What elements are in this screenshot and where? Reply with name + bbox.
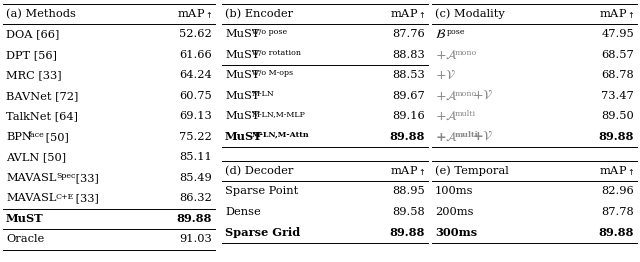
Text: face: face [28, 131, 45, 139]
Text: +$\mathcal{V}$: +$\mathcal{V}$ [472, 89, 493, 102]
Text: AVLN [50]: AVLN [50] [6, 152, 66, 162]
Text: 61.66: 61.66 [179, 50, 212, 60]
Text: (b) Encoder: (b) Encoder [225, 9, 293, 19]
Text: mAP$_\uparrow$: mAP$_\uparrow$ [177, 7, 212, 21]
Text: mono: mono [455, 90, 477, 98]
Text: M-LN,M-Attn: M-LN,M-Attn [252, 131, 310, 139]
Text: w/o pose: w/o pose [252, 29, 287, 36]
Text: 52.62: 52.62 [179, 29, 212, 39]
Text: mAP$_\uparrow$: mAP$_\uparrow$ [390, 164, 425, 178]
Text: 87.78: 87.78 [601, 207, 634, 217]
Text: 85.11: 85.11 [179, 152, 212, 162]
Text: BAVNet [72]: BAVNet [72] [6, 91, 78, 101]
Text: 85.49: 85.49 [179, 173, 212, 183]
Text: 88.83: 88.83 [392, 50, 425, 60]
Text: mAP$_\uparrow$: mAP$_\uparrow$ [390, 7, 425, 21]
Text: Sparse Grid: Sparse Grid [225, 227, 300, 238]
Text: mAP$_\uparrow$: mAP$_\uparrow$ [598, 7, 634, 21]
Text: 89.88: 89.88 [390, 131, 425, 142]
Text: 60.75: 60.75 [179, 91, 212, 101]
Text: Dense: Dense [225, 207, 260, 217]
Text: M-LN,M-MLP: M-LN,M-MLP [252, 111, 306, 118]
Text: MAVASL: MAVASL [6, 173, 56, 183]
Text: MuST: MuST [6, 213, 44, 224]
Text: 300ms: 300ms [435, 227, 477, 238]
Text: MuST: MuST [225, 91, 259, 101]
Text: 100ms: 100ms [435, 186, 474, 196]
Text: 86.32: 86.32 [179, 193, 212, 203]
Text: 89.88: 89.88 [598, 227, 634, 238]
Text: +$\mathcal{A}$: +$\mathcal{A}$ [435, 89, 458, 102]
Text: 88.53: 88.53 [392, 70, 425, 80]
Text: Oracle: Oracle [6, 234, 44, 244]
Text: MuST: MuST [225, 131, 262, 142]
Text: 89.88: 89.88 [390, 227, 425, 238]
Text: $\mathcal{B}$: $\mathcal{B}$ [435, 28, 446, 41]
Text: M-LN: M-LN [252, 90, 275, 98]
Text: mAP$_\uparrow$: mAP$_\uparrow$ [598, 164, 634, 178]
Text: multi: multi [455, 111, 476, 118]
Text: (c) Modality: (c) Modality [435, 9, 505, 19]
Text: 87.76: 87.76 [392, 29, 425, 39]
Text: w/o M-ops: w/o M-ops [252, 69, 293, 78]
Text: 89.88: 89.88 [598, 131, 634, 142]
Text: [33]: [33] [72, 173, 99, 183]
Text: Spec: Spec [56, 172, 76, 180]
Text: DPT [56]: DPT [56] [6, 50, 57, 60]
Text: 89.50: 89.50 [601, 111, 634, 121]
Text: w/o rotation: w/o rotation [252, 49, 301, 57]
Text: 91.03: 91.03 [179, 234, 212, 244]
Text: 88.95: 88.95 [392, 186, 425, 196]
Text: 69.13: 69.13 [179, 111, 212, 121]
Text: +$\mathcal{A}$: +$\mathcal{A}$ [435, 110, 458, 123]
Text: 64.24: 64.24 [179, 70, 212, 80]
Text: 89.16: 89.16 [392, 111, 425, 121]
Text: (d) Decoder: (d) Decoder [225, 166, 293, 176]
Text: 89.67: 89.67 [392, 91, 425, 101]
Text: (e) Temporal: (e) Temporal [435, 166, 509, 176]
Text: +$\mathcal{A}$: +$\mathcal{A}$ [435, 48, 458, 61]
Text: 82.96: 82.96 [601, 186, 634, 196]
Text: multi: multi [455, 131, 479, 139]
Text: 75.22: 75.22 [179, 132, 212, 142]
Text: MuST: MuST [225, 29, 259, 39]
Text: TalkNet [64]: TalkNet [64] [6, 111, 78, 121]
Text: MAVASL: MAVASL [6, 193, 56, 203]
Text: mono: mono [455, 49, 477, 57]
Text: MuST: MuST [225, 70, 259, 80]
Text: MuST: MuST [225, 111, 259, 121]
Text: +$\mathcal{A}$: +$\mathcal{A}$ [435, 130, 458, 143]
Text: MRC [33]: MRC [33] [6, 70, 61, 80]
Text: +$\mathcal{V}$: +$\mathcal{V}$ [472, 130, 493, 143]
Text: MuST: MuST [225, 50, 259, 60]
Text: 68.78: 68.78 [601, 70, 634, 80]
Text: [33]: [33] [72, 193, 99, 203]
Text: +$\mathcal{V}$: +$\mathcal{V}$ [435, 69, 456, 82]
Text: 73.47: 73.47 [601, 91, 634, 101]
Text: pose: pose [447, 29, 465, 36]
Text: 68.57: 68.57 [601, 50, 634, 60]
Text: DOA [66]: DOA [66] [6, 29, 60, 39]
Text: 200ms: 200ms [435, 207, 474, 217]
Text: [50]: [50] [42, 132, 69, 142]
Text: (a) Methods: (a) Methods [6, 9, 76, 19]
Text: Sparse Point: Sparse Point [225, 186, 298, 196]
Text: 89.58: 89.58 [392, 207, 425, 217]
Text: BPN: BPN [6, 132, 32, 142]
Text: 47.95: 47.95 [601, 29, 634, 39]
Text: C+E: C+E [56, 193, 74, 201]
Text: 89.88: 89.88 [177, 213, 212, 224]
